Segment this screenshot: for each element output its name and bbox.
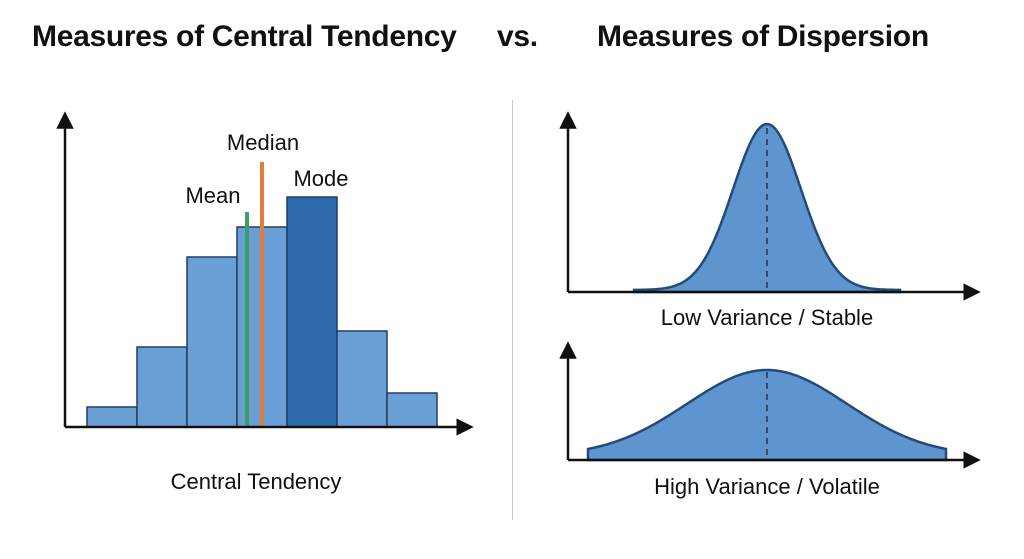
high-variance-curve xyxy=(586,368,948,462)
histogram-bar-mode xyxy=(286,196,338,428)
mean-label: Mean xyxy=(185,183,240,208)
central-tendency-chart: Mean Median Mode Central Tendency xyxy=(56,111,474,494)
histogram-bar xyxy=(136,346,188,428)
histogram-bar xyxy=(86,406,138,428)
heading-central-tendency: Measures of Central Tendency xyxy=(32,20,457,53)
low-variance-caption: Low Variance / Stable xyxy=(661,305,873,330)
mode-label: Mode xyxy=(293,166,348,191)
heading-dispersion: Measures of Dispersion xyxy=(597,20,929,53)
histogram-bar xyxy=(386,392,438,428)
histogram-bar xyxy=(186,256,238,428)
histogram-bar xyxy=(336,330,388,428)
median-label: Median xyxy=(227,130,299,155)
high-variance-caption: High Variance / Volatile xyxy=(654,474,880,499)
high-variance-chart: High Variance / Volatile xyxy=(559,341,981,499)
low-variance-chart: Low Variance / Stable xyxy=(559,111,981,330)
panel-divider xyxy=(512,100,513,520)
central-tendency-caption: Central Tendency xyxy=(171,469,342,494)
heading-vs: vs. xyxy=(497,20,538,53)
